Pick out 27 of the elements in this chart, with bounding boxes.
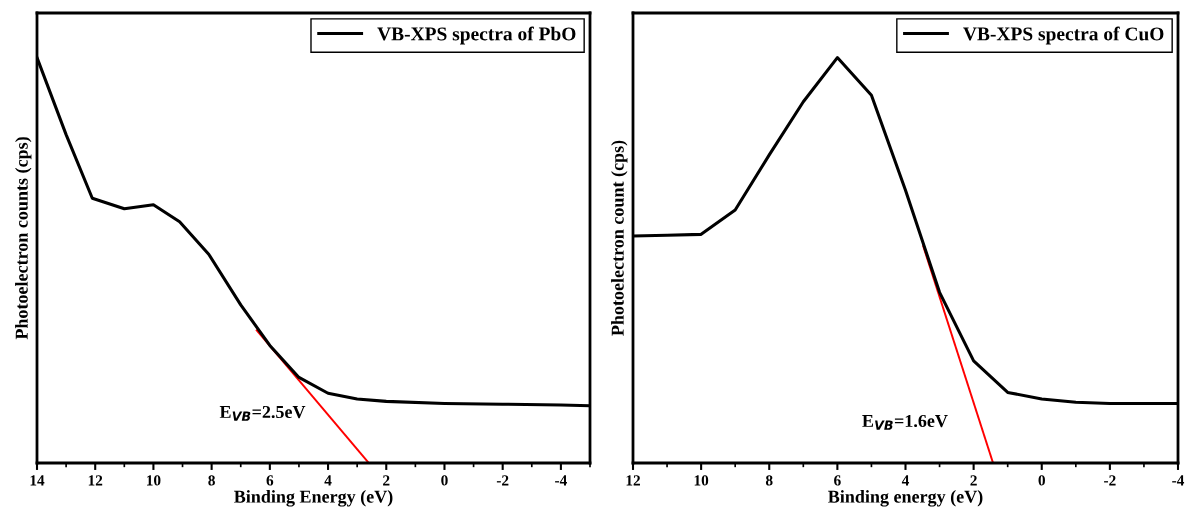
y-axis-title: Photoelectron count (cps): [611, 140, 628, 336]
x-tick-label: 4: [324, 475, 332, 486]
x-tick-label: 10: [694, 475, 709, 486]
x-tick-label: 10: [147, 475, 161, 486]
legend-label: VB-XPS spectra of CuO: [963, 26, 1164, 45]
x-tick-label: 8: [765, 475, 773, 486]
x-tick-label: 2: [383, 475, 390, 486]
annotation: E$_{VB}$=2.5eV: [219, 405, 306, 421]
x-axis-title: Binding Energy (eV): [234, 490, 393, 507]
x-tick-label: -2: [496, 475, 509, 486]
x-axis-title: Binding energy (eV): [828, 490, 983, 507]
y-axis-title: Photoelectron counts (cps): [15, 137, 32, 340]
x-tick-label: 14: [30, 475, 45, 486]
x-tick-label: 4: [901, 475, 910, 486]
x-tick-label: -4: [1172, 475, 1185, 486]
x-tick-label: 0: [441, 475, 448, 486]
x-tick-label: 12: [88, 475, 103, 486]
x-tick-label: 6: [266, 475, 274, 486]
annotation: E$_{VB}$=1.6eV: [862, 414, 948, 430]
x-tick-label: 0: [1038, 475, 1045, 486]
x-tick-label: 6: [834, 475, 841, 486]
x-tick-label: -2: [1104, 475, 1116, 486]
x-tick-label: 8: [208, 475, 215, 486]
x-tick-label: 12: [626, 475, 640, 486]
legend-label: VB-XPS spectra of PbO: [377, 26, 576, 45]
x-tick-label: 2: [970, 475, 977, 486]
x-tick-label: -4: [555, 475, 567, 486]
